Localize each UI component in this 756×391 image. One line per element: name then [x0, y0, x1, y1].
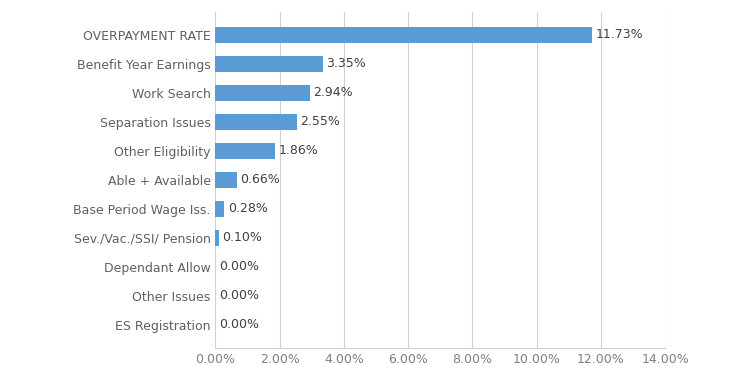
Text: 0.00%: 0.00% [218, 289, 259, 302]
Text: 3.35%: 3.35% [327, 57, 366, 70]
Text: 0.10%: 0.10% [222, 231, 262, 244]
Bar [215, 230, 218, 246]
Text: 0.66%: 0.66% [240, 173, 280, 187]
Text: 2.94%: 2.94% [313, 86, 353, 99]
Bar [215, 85, 310, 101]
Bar [215, 27, 593, 43]
Text: 11.73%: 11.73% [596, 29, 643, 41]
Text: 2.55%: 2.55% [301, 115, 340, 128]
Text: 0.00%: 0.00% [218, 260, 259, 273]
Text: 1.86%: 1.86% [278, 144, 318, 158]
Text: 0.28%: 0.28% [228, 202, 268, 215]
Text: 0.00%: 0.00% [218, 318, 259, 331]
Bar [215, 114, 297, 130]
Bar [215, 143, 275, 159]
Bar [215, 172, 237, 188]
Bar [215, 56, 323, 72]
Bar [215, 201, 225, 217]
